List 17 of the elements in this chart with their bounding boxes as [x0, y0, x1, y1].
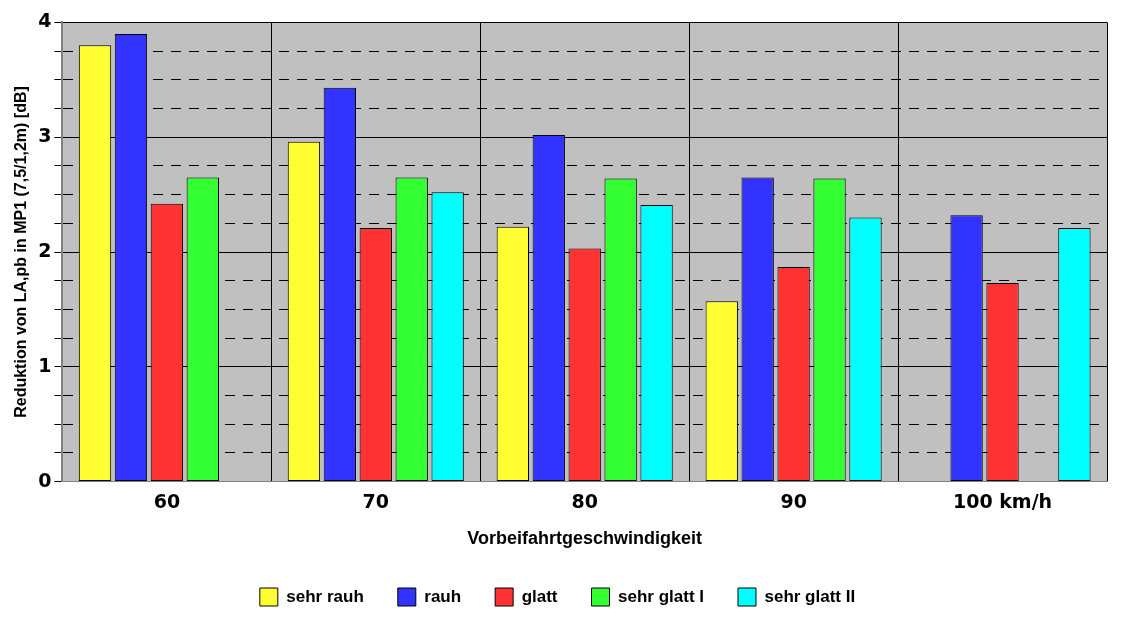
y-tick-label: 3 — [38, 124, 52, 147]
legend-label: sehr glatt II — [764, 586, 856, 606]
x-tick-label: 60 — [153, 489, 181, 512]
x-tick-label: 100 km/h — [952, 489, 1053, 512]
x-tick-label: 80 — [571, 489, 598, 512]
y-tick-label: 2 — [38, 238, 52, 261]
legend-label: sehr rauh — [286, 586, 364, 606]
x-axis-title: Vorbeifahrtgeschwindigkeit — [467, 528, 703, 549]
legend-label: glatt — [521, 586, 558, 606]
y-tick-label: 0 — [38, 468, 52, 491]
legend-label: sehr glatt I — [618, 586, 704, 606]
x-tick-label: 90 — [780, 489, 807, 512]
y-axis-title: Reduktion von LA,pb in MP1 (7,5/1,2m) [dB] — [12, 86, 30, 418]
y-tick-label: 4 — [38, 9, 52, 32]
y-tick-label: 1 — [38, 353, 52, 376]
legend-label: rauh — [424, 586, 462, 606]
x-tick-label: 70 — [362, 489, 390, 512]
